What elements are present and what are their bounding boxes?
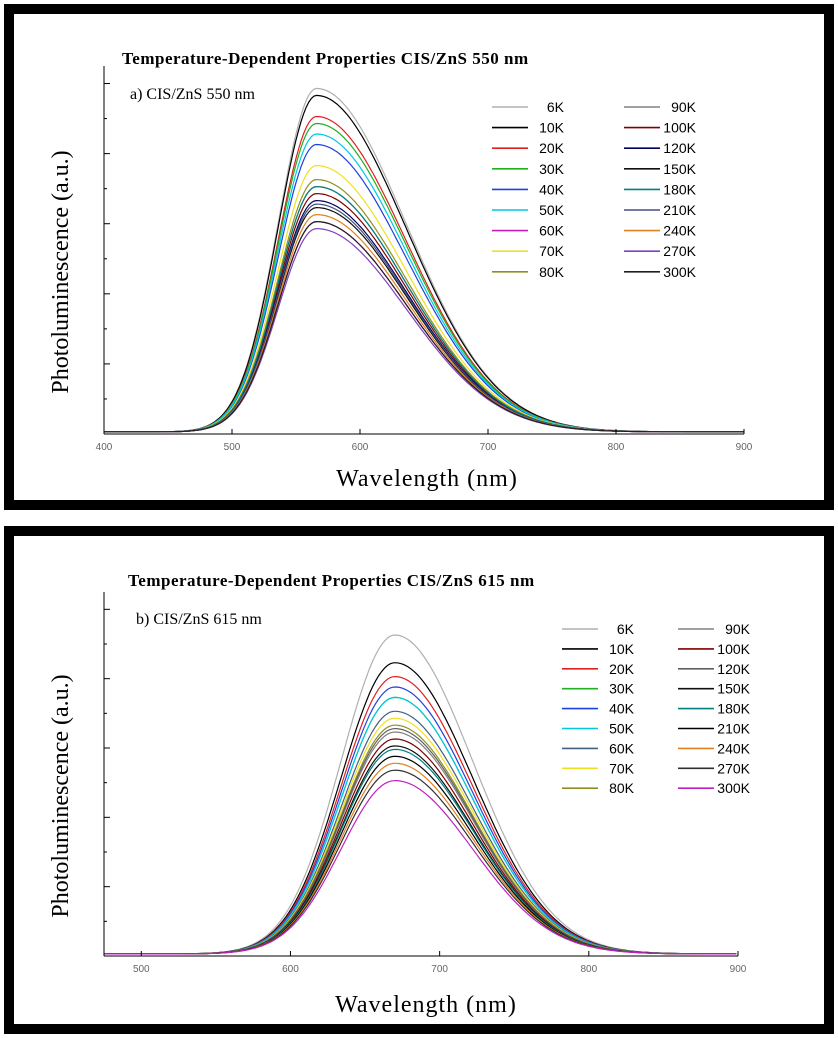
chart-a-legend-label-20K: 20K — [539, 140, 565, 156]
chart-b-legend-label-240K: 240K — [717, 740, 750, 756]
chart-a-series-line-210K — [104, 203, 744, 433]
chart-a-legend-label-10K: 10K — [539, 120, 565, 136]
chart-b-legend-label-80K: 80K — [609, 780, 635, 796]
chart-a-legend-label-300K: 300K — [663, 264, 696, 280]
chart-b-curves — [104, 634, 737, 955]
chart-b-legend-label-60K: 60K — [609, 740, 635, 756]
chart-a-legend-label-210K: 210K — [663, 202, 696, 218]
chart-b-series-line-90K — [104, 731, 737, 955]
panel-a-frame: Temperature-Dependent Properties CIS/ZnS… — [4, 4, 834, 510]
chart-b-legend-label-300K: 300K — [717, 780, 750, 796]
chart-b-ylabel: Photoluminescence (a.u.) — [48, 674, 74, 917]
chart-a-series-line-300K — [104, 220, 744, 433]
chart-a-x-tick-label: 600 — [352, 442, 369, 453]
chart-a-ylabel: Photoluminescence (a.u.) — [48, 150, 74, 393]
chart-a-legend-label-240K: 240K — [663, 223, 696, 239]
chart-a-series-line-6K — [104, 87, 744, 433]
chart-a-axes: 400 500 600 700 800 900 — [96, 66, 753, 453]
chart-b-x-tick-label: 900 — [730, 964, 747, 975]
chart-b-legend-label-20K: 20K — [609, 661, 635, 677]
chart-a-title: Temperature-Dependent Properties CIS/ZnS… — [122, 49, 529, 68]
chart-b-series-line-40K — [104, 686, 737, 955]
chart-b-x-tick-label: 600 — [282, 964, 299, 975]
chart-b-legend-label-40K: 40K — [609, 701, 635, 717]
chart-a-x-tick-label: 900 — [736, 442, 753, 453]
chart-b-series-line-70K — [104, 717, 737, 955]
chart-b-series-line-60K — [104, 710, 737, 955]
chart-a-legend-label-150K: 150K — [663, 161, 696, 177]
chart-b-series-line-30K — [104, 696, 737, 955]
chart-b-series-line-20K — [104, 675, 737, 955]
chart-b-legend-label-120K: 120K — [717, 661, 750, 677]
chart-a-x-tick-label: 800 — [608, 442, 625, 453]
chart-a-curves — [104, 87, 744, 433]
chart-a-series-line-80K — [104, 178, 744, 433]
chart-b-x-tick-label: 800 — [580, 964, 597, 975]
chart-b-title: Temperature-Dependent Properties CIS/ZnS… — [128, 571, 535, 590]
chart-b-series-line-210K — [104, 755, 737, 955]
chart-b-legend-label-10K: 10K — [609, 641, 635, 657]
chart-b: Temperature-Dependent Properties CIS/ZnS… — [48, 571, 751, 1018]
chart-a-legend-label-80K: 80K — [539, 264, 565, 280]
chart-b-x-tick-label: 500 — [133, 964, 150, 975]
chart-a-legend-label-60K: 60K — [539, 223, 565, 239]
chart-a-series-line-40K — [104, 143, 744, 433]
chart-b-legend-label-150K: 150K — [717, 681, 750, 697]
chart-b-legend-label-6K: 6K — [617, 621, 635, 637]
chart-b-panel-label: b) CIS/ZnS 615 nm — [136, 611, 262, 628]
chart-b-legend-label-180K: 180K — [717, 701, 750, 717]
chart-b-series-line-10K — [104, 662, 737, 955]
panel-b-frame: Temperature-Dependent Properties CIS/ZnS… — [4, 526, 834, 1034]
chart-a-legend-label-70K: 70K — [539, 243, 565, 259]
chart-b-xlabel: Wavelength (nm) — [335, 992, 517, 1018]
chart-a-legend-label-30K: 30K — [539, 161, 565, 177]
chart-b-series-line-300K — [104, 779, 737, 955]
chart-a-x-tick-label: 700 — [480, 442, 497, 453]
chart-b-series-line-150K — [104, 745, 737, 955]
chart-a-legend: 6K 10K 20K 30K 40K 50K 60K 70K 80K 90K 100K 120K 150… — [492, 99, 697, 280]
chart-b-legend-label-210K: 210K — [717, 721, 750, 737]
chart-b-series-line-120K — [104, 727, 737, 955]
chart-b-legend-label-100K: 100K — [717, 641, 750, 657]
chart-b-legend-label-90K: 90K — [725, 621, 751, 637]
chart-a-series-line-20K — [104, 115, 744, 433]
chart-a-legend-label-270K: 270K — [663, 243, 696, 259]
chart-b-series-line-50K — [104, 696, 737, 955]
chart-a-x-tick-label: 500 — [224, 442, 241, 453]
chart-b-series-line-6K — [104, 634, 737, 955]
chart-b-legend-label-30K: 30K — [609, 681, 635, 697]
chart-a-legend-label-50K: 50K — [539, 202, 565, 218]
chart-b-x-tick-label: 700 — [431, 964, 448, 975]
chart-a-x-tick-label: 400 — [96, 442, 113, 453]
chart-a-legend-label-6K: 6K — [547, 99, 565, 115]
chart-a: Temperature-Dependent Properties CIS/ZnS… — [48, 49, 753, 492]
chart-b-legend-label-70K: 70K — [609, 760, 635, 776]
chart-a-panel-label: a) CIS/ZnS 550 nm — [130, 86, 255, 103]
chart-b-legend-label-270K: 270K — [717, 760, 750, 776]
chart-a-legend-label-180K: 180K — [663, 181, 696, 197]
chart-b-axes: 500 600 700 800 900 — [103, 592, 747, 975]
chart-a-legend-label-40K: 40K — [539, 181, 565, 197]
chart-b-series-line-270K — [104, 769, 737, 955]
chart-a-legend-label-120K: 120K — [663, 140, 696, 156]
chart-a-legend-label-100K: 100K — [663, 120, 696, 136]
chart-b-series-line-240K — [104, 762, 737, 955]
chart-a-legend-label-90K: 90K — [671, 99, 697, 115]
chart-a-series-line-70K — [104, 164, 744, 433]
chart-b-legend: 6K 10K 20K 30K 40K 50K 60K 70K 80K 90K 100K 120K 150… — [562, 621, 751, 796]
chart-b-series-line-100K — [104, 738, 737, 955]
chart-a-xlabel: Wavelength (nm) — [336, 466, 518, 492]
chart-b-legend-label-50K: 50K — [609, 721, 635, 737]
